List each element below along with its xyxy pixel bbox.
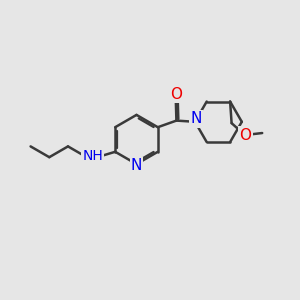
Text: O: O — [170, 87, 182, 102]
Text: N: N — [190, 111, 202, 126]
Text: NH: NH — [82, 149, 103, 163]
Text: N: N — [131, 158, 142, 173]
Text: O: O — [239, 128, 251, 142]
